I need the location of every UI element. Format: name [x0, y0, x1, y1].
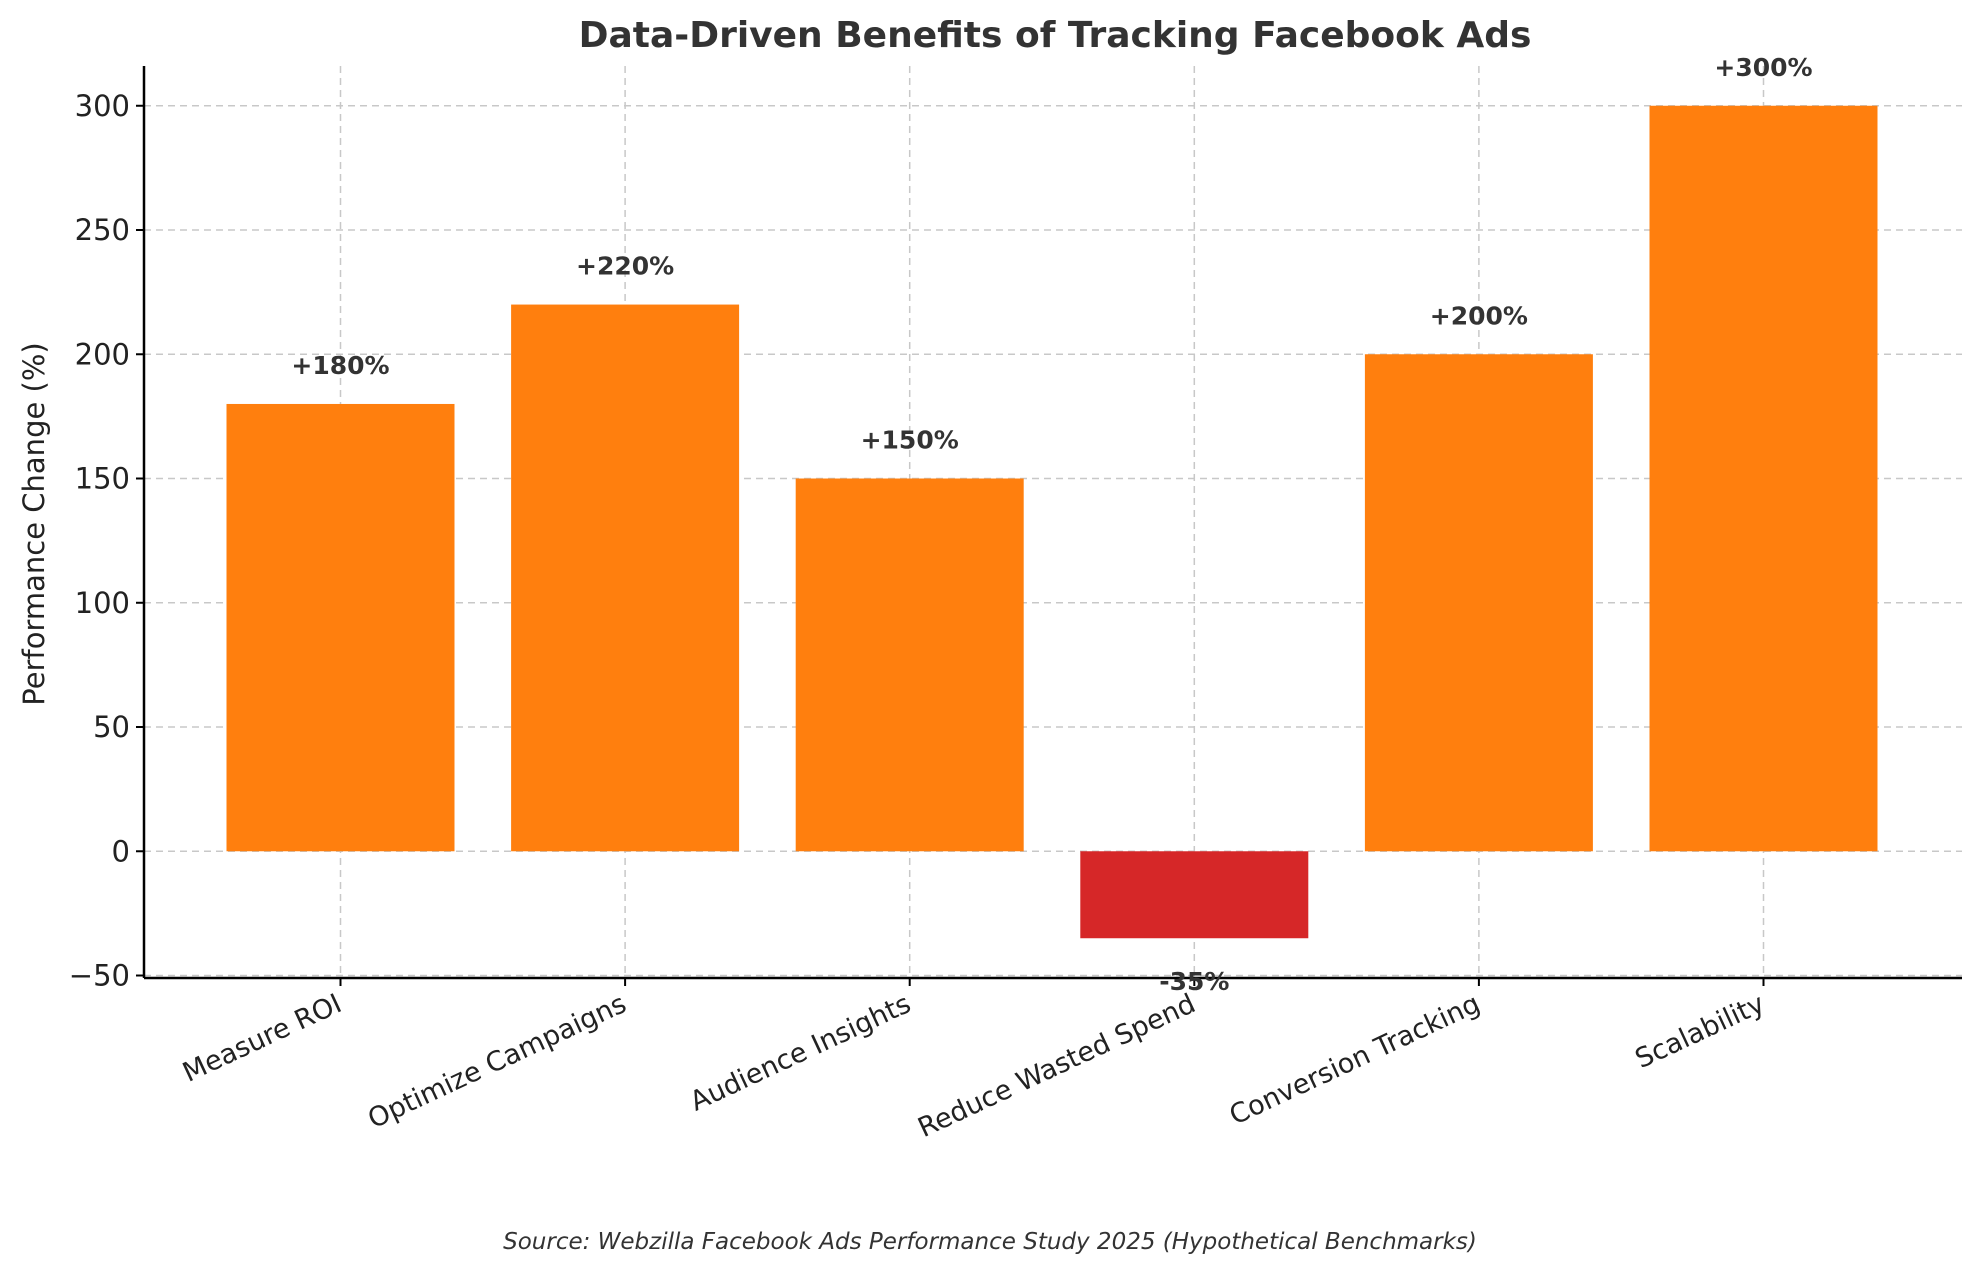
y-tick-label: 0	[112, 834, 130, 868]
bar-value-label: -35%	[1159, 967, 1229, 996]
bar-value-label: +300%	[1714, 53, 1812, 82]
y-tick-label: 300	[75, 89, 130, 123]
bar-value-label: +180%	[291, 351, 389, 380]
bar-reduce-wasted-spend	[1080, 851, 1309, 939]
bar-measure-roi	[226, 403, 455, 852]
y-tick-label: 100	[75, 586, 130, 620]
bar-conversion-tracking	[1364, 354, 1593, 852]
bar-audience-insights	[795, 478, 1024, 852]
bar-value-label: +220%	[576, 252, 674, 281]
y-tick-label: 250	[75, 213, 130, 247]
y-tick-label: 200	[75, 337, 130, 371]
chart-title: Data-Driven Benefits of Tracking Faceboo…	[579, 15, 1532, 56]
bar-value-label: +200%	[1430, 301, 1528, 330]
y-tick-label: −50	[69, 959, 130, 993]
y-tick-label: 150	[75, 462, 130, 496]
bar-value-label: +150%	[861, 426, 959, 455]
bar-scalability	[1649, 105, 1878, 852]
source-note: Source: Webzilla Facebook Ads Performanc…	[503, 1229, 1477, 1255]
y-tick-label: 50	[93, 710, 130, 744]
bar-optimize-campaigns	[511, 304, 740, 852]
y-axis-label: Performance Change (%)	[17, 342, 51, 705]
